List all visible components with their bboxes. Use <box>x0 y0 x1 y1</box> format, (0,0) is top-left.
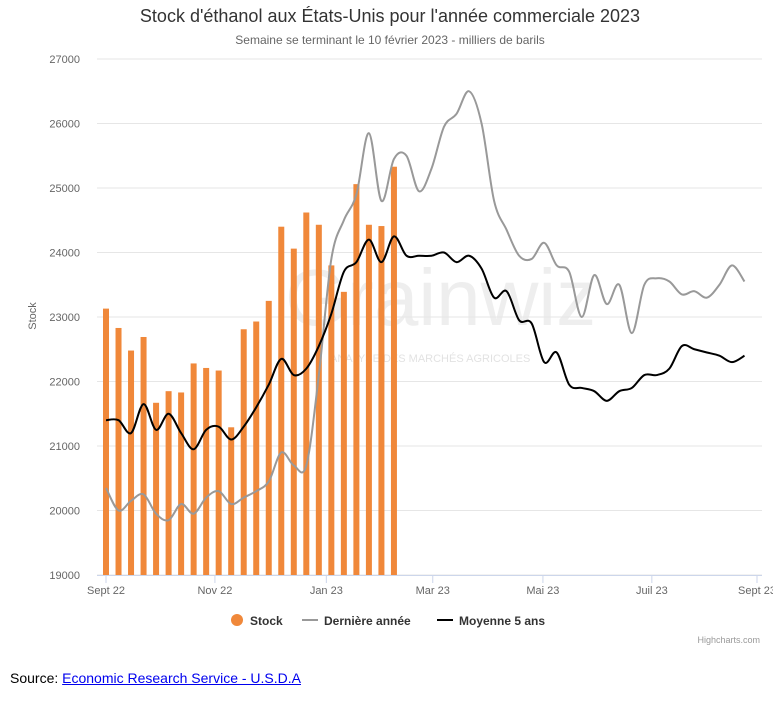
ethanol-stock-chart: Stock d'éthanol aux États-Unis pour l'an… <box>27 6 773 645</box>
legend-item-derniere-annee[interactable]: Dernière année <box>302 614 411 628</box>
stock-bar[interactable] <box>140 336 147 575</box>
source-line: Source: Economic Research Service - U.S.… <box>10 670 301 686</box>
x-tick-label: Nov 22 <box>197 585 232 597</box>
y-tick-label: 21000 <box>49 441 80 453</box>
stock-bar[interactable] <box>203 367 210 575</box>
stock-bar[interactable] <box>390 166 397 575</box>
x-tick-label: Jan 23 <box>310 585 343 597</box>
stock-bar[interactable] <box>365 224 372 575</box>
stock-bar[interactable] <box>240 329 247 575</box>
stock-bar[interactable] <box>178 392 185 575</box>
y-tick-label: 25000 <box>49 183 80 195</box>
stock-bar[interactable] <box>290 248 297 575</box>
y-tick-label: 19000 <box>49 570 80 582</box>
stock-bar[interactable] <box>265 300 272 575</box>
stock-bar[interactable] <box>378 226 385 575</box>
stock-bar[interactable] <box>328 265 335 575</box>
stock-bar[interactable] <box>353 184 360 575</box>
y-axis-ticks: 19000 20000 21000 22000 23000 24000 25000 26000… <box>49 54 80 582</box>
stock-columns <box>103 166 397 575</box>
stock-bar[interactable] <box>228 427 235 575</box>
y-tick-label: 26000 <box>49 119 80 131</box>
legend-stock-marker <box>231 614 243 626</box>
stock-bar[interactable] <box>253 321 260 575</box>
line-series <box>105 90 746 522</box>
stock-bar[interactable] <box>115 327 122 575</box>
chart-container: Stock d'éthanol aux États-Unis pour l'an… <box>27 6 773 645</box>
stock-bar[interactable] <box>190 363 197 575</box>
y-tick-label: 22000 <box>49 377 80 389</box>
credits-link[interactable]: Highcharts.com <box>697 635 760 645</box>
legend-derniere-annee-label: Dernière année <box>324 614 411 628</box>
stock-bar[interactable] <box>165 391 172 575</box>
y-tick-label: 23000 <box>49 312 80 324</box>
y-axis-title: Stock <box>27 302 39 330</box>
y-gridlines <box>97 58 762 576</box>
moyenne-5-ans-line[interactable] <box>105 235 745 451</box>
x-tick-label: Juil 23 <box>636 585 668 597</box>
source-prefix: Source: <box>10 670 63 686</box>
stock-bar[interactable] <box>340 291 347 575</box>
stock-bar[interactable] <box>315 224 322 575</box>
y-tick-label: 20000 <box>49 506 80 518</box>
derniere-annee-line[interactable] <box>105 90 746 522</box>
legend-item-moyenne-5-ans[interactable]: Moyenne 5 ans <box>437 614 545 628</box>
legend-moyenne-5-ans-label: Moyenne 5 ans <box>459 614 545 628</box>
x-tick-label: Sept 22 <box>87 585 125 597</box>
stock-bar[interactable] <box>215 370 222 575</box>
x-tick-label: Sept 23 <box>738 585 773 597</box>
stock-bar[interactable] <box>103 308 109 575</box>
source-link[interactable]: Economic Research Service - U.S.D.A <box>62 670 301 686</box>
y-tick-label: 27000 <box>49 54 80 66</box>
legend: Stock Dernière année Moyenne 5 ans <box>231 614 545 628</box>
legend-item-stock[interactable]: Stock <box>231 614 283 628</box>
chart-title: Stock d'éthanol aux États-Unis pour l'an… <box>140 6 640 26</box>
stock-bar[interactable] <box>153 402 160 575</box>
y-tick-label: 24000 <box>49 248 80 260</box>
chart-subtitle: Semaine se terminant le 10 février 2023 … <box>235 33 544 47</box>
stock-bar[interactable] <box>128 350 135 575</box>
stock-bar[interactable] <box>278 226 285 575</box>
watermark-tagline: ANALYSE DES MARCHÉS AGRICOLES <box>330 352 530 365</box>
legend-stock-label: Stock <box>250 614 283 628</box>
stock-bar[interactable] <box>303 212 310 575</box>
x-tick-label: Mar 23 <box>416 585 450 597</box>
x-axis-ticks: Sept 22 Nov 22 Jan 23 Mar 23 Mai 23 Juil 23 Se… <box>87 575 773 597</box>
x-tick-label: Mai 23 <box>526 585 559 597</box>
